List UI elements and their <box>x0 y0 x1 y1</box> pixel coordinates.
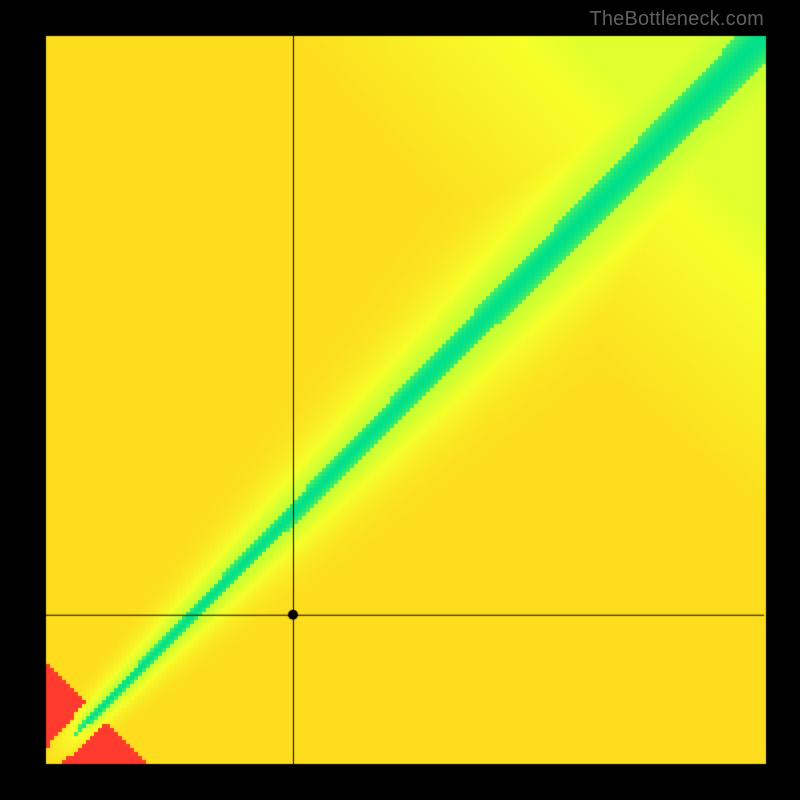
watermark-text: TheBottleneck.com <box>589 8 764 31</box>
bottleneck-heatmap-canvas <box>0 0 800 800</box>
chart-container: { "watermark": { "text": "TheBottleneck.… <box>0 0 800 800</box>
